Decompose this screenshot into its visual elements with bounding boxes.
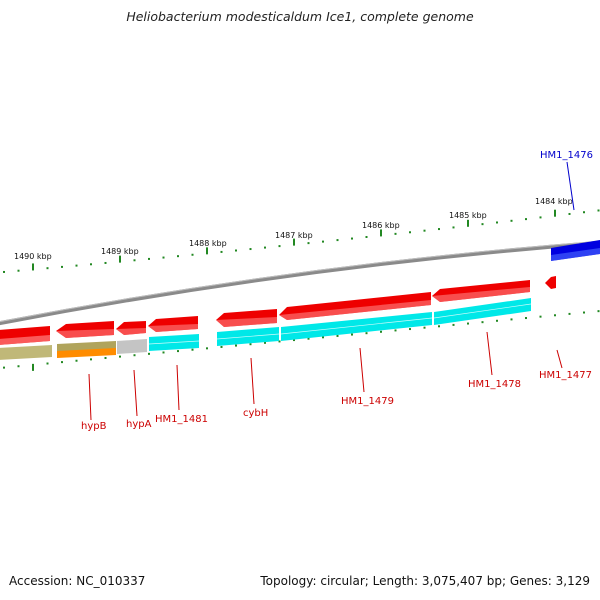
cds-hm1-1479[interactable]: [279, 292, 431, 320]
map-title: Heliobacterium modesticaldum Ice1, compl…: [126, 9, 474, 24]
genome-summary-text: Topology: circular; Length: 3,075,407 bp…: [260, 574, 590, 588]
leader-hypb: [88, 373, 92, 421]
leader-hypa: [133, 369, 138, 417]
accession-text: Accession: NC_010337: [9, 574, 146, 588]
olive-block-1[interactable]: [0, 345, 52, 360]
cds-hm1-1481[interactable]: [148, 316, 198, 332]
cds-red-3[interactable]: [116, 321, 146, 335]
genome-backbone: [0, 240, 600, 326]
label-leader-lines: [88, 161, 575, 421]
gene-label-hm1-1479[interactable]: HM1_1479: [341, 396, 394, 407]
scale-labels: 1490 kbp 1489 kbp 1488 kbp 1487 kbp 1486…: [14, 197, 573, 261]
cds-cybh[interactable]: [216, 309, 277, 327]
leader-hm1-1477: [556, 349, 563, 369]
gene-label-hypb[interactable]: hypB: [81, 421, 107, 432]
gene-label-hm1-1476[interactable]: HM1_1476: [540, 150, 593, 161]
gene-label-hm1-1478[interactable]: HM1_1478: [468, 379, 521, 390]
cds-hm1-1477[interactable]: [545, 276, 556, 289]
leader-hm1-1481: [176, 364, 180, 411]
leader-hm1-1476: [566, 161, 575, 211]
gene-label-hm1-1481[interactable]: HM1_1481: [155, 414, 208, 425]
cyan-block-4[interactable]: [434, 298, 531, 325]
cds-hypa-arrow[interactable]: [56, 321, 114, 338]
reverse-cds-track: [0, 276, 556, 345]
cds-hypb[interactable]: [0, 326, 50, 345]
leader-cybh: [250, 357, 255, 405]
scale-label-1490: 1490 kbp: [14, 252, 52, 261]
scale-label-1488: 1488 kbp: [189, 239, 227, 248]
scale-label-1486: 1486 kbp: [362, 221, 400, 230]
scale-label-1487: 1487 kbp: [275, 231, 313, 240]
scale-label-1484: 1484 kbp: [535, 197, 573, 206]
genome-backbone-highlight: [0, 240, 600, 323]
scale-label-1489: 1489 kbp: [101, 247, 139, 256]
scale-ticks-lower: [3, 310, 600, 371]
forward-feature-hm1-1476[interactable]: [551, 240, 600, 261]
annotation-track-lower: [0, 298, 532, 360]
gene-label-hypa[interactable]: hypA: [126, 419, 152, 430]
leader-hm1-1479: [359, 347, 365, 393]
leader-hm1-1478: [486, 331, 493, 376]
gene-label-hm1-1477[interactable]: HM1_1477: [539, 370, 592, 381]
scale-ticks-upper: [3, 209, 600, 273]
cds-hm1-1478[interactable]: [432, 280, 530, 302]
orange-block[interactable]: [57, 348, 116, 358]
gray-block[interactable]: [117, 339, 147, 354]
cyan-block-3[interactable]: [281, 312, 432, 341]
scale-label-1485: 1485 kbp: [449, 211, 487, 220]
gene-label-cybh[interactable]: cybH: [243, 408, 268, 419]
gene-labels: HM1_1476 HM1_1477 HM1_1478 HM1_1479 cybH…: [81, 150, 593, 432]
